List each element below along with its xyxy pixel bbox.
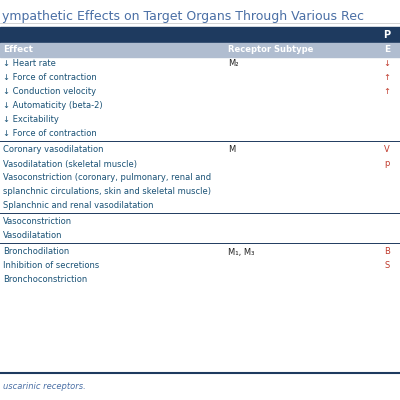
Text: P: P — [383, 30, 390, 40]
Text: ↑: ↑ — [383, 74, 390, 82]
Text: M₂: M₂ — [228, 60, 238, 68]
Text: ↓ Automaticity (beta-2): ↓ Automaticity (beta-2) — [3, 102, 103, 110]
Text: M: M — [228, 146, 235, 154]
Text: Vasodilatation (skeletal muscle): Vasodilatation (skeletal muscle) — [3, 160, 137, 168]
Text: ↓ Conduction velocity: ↓ Conduction velocity — [3, 88, 96, 96]
Text: ↓: ↓ — [383, 60, 390, 68]
Text: uscarinic receptors.: uscarinic receptors. — [3, 382, 86, 391]
Text: Receptor Subtype: Receptor Subtype — [228, 46, 313, 54]
Text: Inhibition of secretions: Inhibition of secretions — [3, 262, 99, 270]
Text: p: p — [385, 160, 390, 168]
Bar — [0, 27, 400, 43]
Bar — [0, 43, 400, 57]
Text: M₁, M₃: M₁, M₃ — [228, 248, 254, 256]
Text: Coronary vasodilatation: Coronary vasodilatation — [3, 146, 104, 154]
Text: S: S — [385, 262, 390, 270]
Text: ↓ Force of contraction: ↓ Force of contraction — [3, 74, 97, 82]
Text: splanchnic circulations, skin and skeletal muscle): splanchnic circulations, skin and skelet… — [3, 188, 211, 196]
Text: ↓ Heart rate: ↓ Heart rate — [3, 60, 56, 68]
Text: Vasoconstriction (coronary, pulmonary, renal and: Vasoconstriction (coronary, pulmonary, r… — [3, 174, 211, 182]
Text: ↓ Excitability: ↓ Excitability — [3, 116, 59, 124]
Text: Vasodilatation: Vasodilatation — [3, 232, 62, 240]
Text: Bronchodilation: Bronchodilation — [3, 248, 69, 256]
Text: Splanchnic and renal vasodilatation: Splanchnic and renal vasodilatation — [3, 202, 154, 210]
Text: ympathetic Effects on Target Organs Through Various Rec: ympathetic Effects on Target Organs Thro… — [2, 10, 364, 23]
Text: Bronchoconstriction: Bronchoconstriction — [3, 276, 87, 284]
Text: B: B — [384, 248, 390, 256]
Text: E: E — [384, 46, 390, 54]
Text: ↑: ↑ — [383, 88, 390, 96]
Text: V: V — [384, 146, 390, 154]
Text: Effect: Effect — [3, 46, 33, 54]
Text: Vasoconstriction: Vasoconstriction — [3, 218, 72, 226]
Text: ↓ Force of contraction: ↓ Force of contraction — [3, 130, 97, 138]
